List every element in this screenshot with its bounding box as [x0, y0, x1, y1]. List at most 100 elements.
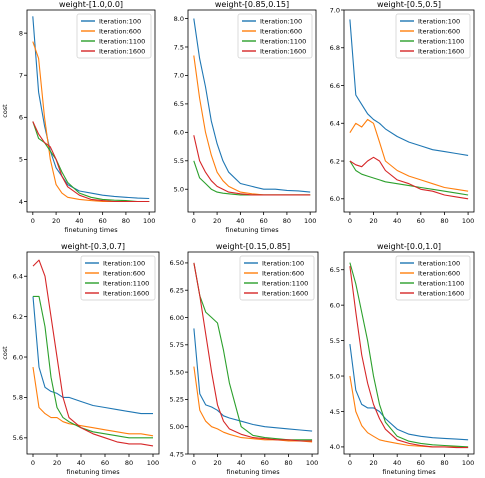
- x-tick-label: 0: [31, 217, 35, 225]
- y-tick-label: 5.75: [170, 341, 184, 349]
- series-line-3: [349, 262, 469, 448]
- chart-panel-4: weight-[0.3,0.7] 0 20 40 60 80 100 5.6 5.8 6.0 6.2…: [1, 242, 160, 476]
- y-tick-label: 5.5: [330, 337, 340, 345]
- x-axis-label: finetuning times: [226, 468, 280, 476]
- y-tick-label: 6.6: [330, 82, 340, 90]
- y-tick-label: 6.4: [13, 273, 23, 281]
- legend-label: Iteration:1600: [418, 289, 464, 297]
- chart-title: weight-[0.5,0.5]: [377, 0, 441, 9]
- x-tick-label: 80: [125, 459, 133, 467]
- series-line-2: [349, 375, 469, 448]
- x-tick-label: 0: [348, 217, 352, 225]
- x-tick-label: 0: [192, 459, 196, 467]
- x-tick-label: 100: [143, 217, 155, 225]
- y-tick-label: 6.2: [13, 313, 23, 321]
- x-tick-label: 60: [101, 459, 109, 467]
- y-tick-label: 7.0: [330, 6, 340, 14]
- x-tick-label: 60: [261, 459, 269, 467]
- x-tick-label: 40: [237, 459, 245, 467]
- y-tick-label: 8.0: [174, 15, 184, 23]
- y-tick-label: 4: [19, 198, 23, 206]
- series-line-3: [349, 160, 469, 196]
- y-tick-label: 7.5: [174, 43, 184, 51]
- series-line-3: [193, 160, 311, 196]
- series-line-3: [33, 295, 153, 439]
- y-tick-label: 4.5: [330, 408, 340, 416]
- plot-frame: [343, 251, 475, 455]
- legend-label: Iteration:100: [103, 259, 145, 267]
- legend-label: Iteration:100: [260, 17, 302, 25]
- chart-title: weight-[0.0,1.0]: [377, 242, 441, 251]
- chart-title: weight-[0.85,0.15]: [215, 0, 289, 9]
- x-tick-label: 100: [306, 459, 318, 467]
- x-tick-label: 40: [75, 217, 83, 225]
- legend-label: Iteration:1600: [103, 289, 149, 297]
- y-tick-label: 5: [19, 156, 23, 164]
- legend-box: [239, 255, 315, 301]
- y-tick-label: 8: [19, 29, 23, 37]
- x-tick-label: 0: [192, 217, 196, 225]
- legend: Iteration:100 Iteration:600 Iteration:1100…: [76, 13, 152, 59]
- legend-label: Iteration:1100: [262, 279, 308, 287]
- chart-panel-6: weight-[0.0,1.0] 0 20 40 60 80 100 4.0 4.5 5.0 5.5…: [330, 242, 475, 476]
- chart-title: weight-[0.15,0.85]: [216, 242, 290, 251]
- y-tick-label: 6.0: [174, 129, 184, 137]
- legend-label: Iteration:100: [99, 17, 141, 25]
- y-axis-label: cost: [1, 346, 9, 360]
- x-tick-label: 20: [53, 459, 61, 467]
- y-tick-label: 5.5: [174, 157, 184, 165]
- legend: Iteration:100 Iteration:600 Iteration:1100…: [395, 255, 471, 301]
- series-line-2: [193, 55, 311, 196]
- legend-label: Iteration:1100: [260, 37, 306, 45]
- y-tick-label: 6.50: [170, 259, 184, 267]
- legend-label: Iteration:1600: [262, 289, 308, 297]
- x-tick-label: 20: [52, 217, 60, 225]
- x-tick-label: 0: [31, 459, 35, 467]
- legend-label: Iteration:100: [418, 17, 460, 25]
- x-tick-label: 20: [369, 459, 377, 467]
- x-axis-label: finetuning times: [225, 226, 279, 234]
- series-line-3: [32, 121, 150, 203]
- y-tick-label: 5.0: [174, 186, 184, 194]
- x-tick-label: 60: [417, 459, 425, 467]
- series-line-4: [193, 262, 313, 442]
- plot-frame: [187, 9, 317, 213]
- legend-label: Iteration:1600: [260, 47, 306, 55]
- x-tick-label: 20: [213, 217, 221, 225]
- legend-label: Iteration:600: [418, 269, 460, 277]
- y-tick-label: 7: [19, 72, 23, 80]
- x-axis-label: finetuning times: [66, 468, 120, 476]
- x-tick-label: 40: [77, 459, 85, 467]
- x-tick-label: 40: [393, 459, 401, 467]
- x-tick-label: 80: [284, 459, 292, 467]
- x-axis-label: finetuning times: [64, 226, 118, 234]
- y-tick-label: 5.6: [13, 434, 23, 442]
- series-line-4: [32, 121, 150, 203]
- chart-title: weight-[1.0,0.0]: [59, 0, 123, 9]
- legend-label: Iteration:600: [99, 27, 141, 35]
- legend: Iteration:100 Iteration:600 Iteration:1100…: [237, 13, 313, 59]
- legend-label: Iteration:100: [262, 259, 304, 267]
- legend-label: Iteration:1100: [418, 37, 464, 45]
- series-line-4: [193, 135, 311, 196]
- x-tick-label: 20: [213, 459, 221, 467]
- y-tick-label: 6.2: [330, 157, 340, 165]
- y-tick-label: 6.8: [330, 44, 340, 52]
- y-tick-label: 6.5: [174, 100, 184, 108]
- y-tick-label: 6.4: [330, 120, 340, 128]
- legend: Iteration:100 Iteration:600 Iteration:1100…: [80, 255, 156, 301]
- series-line-1: [193, 328, 313, 432]
- y-tick-label: 6.25: [170, 287, 184, 295]
- y-tick-label: 5.50: [170, 368, 184, 376]
- series-line-2: [32, 41, 150, 203]
- x-tick-label: 100: [462, 217, 474, 225]
- series-line-4: [349, 156, 469, 200]
- chart-panel-1: weight-[1.0,0.0] 0 20 40 60 80 100 4 5 6 7 8 finetun…: [1, 0, 156, 234]
- series-line-1: [193, 18, 311, 193]
- y-tick-label: 6.0: [330, 195, 340, 203]
- plot-frame: [187, 251, 319, 455]
- legend-label: Iteration:1100: [418, 279, 464, 287]
- chart-panel-3: weight-[0.5,0.5] 0 20 40 60 80 100 6.0 6.2 6.4 6.6…: [330, 0, 475, 225]
- legend-label: Iteration:1100: [103, 279, 149, 287]
